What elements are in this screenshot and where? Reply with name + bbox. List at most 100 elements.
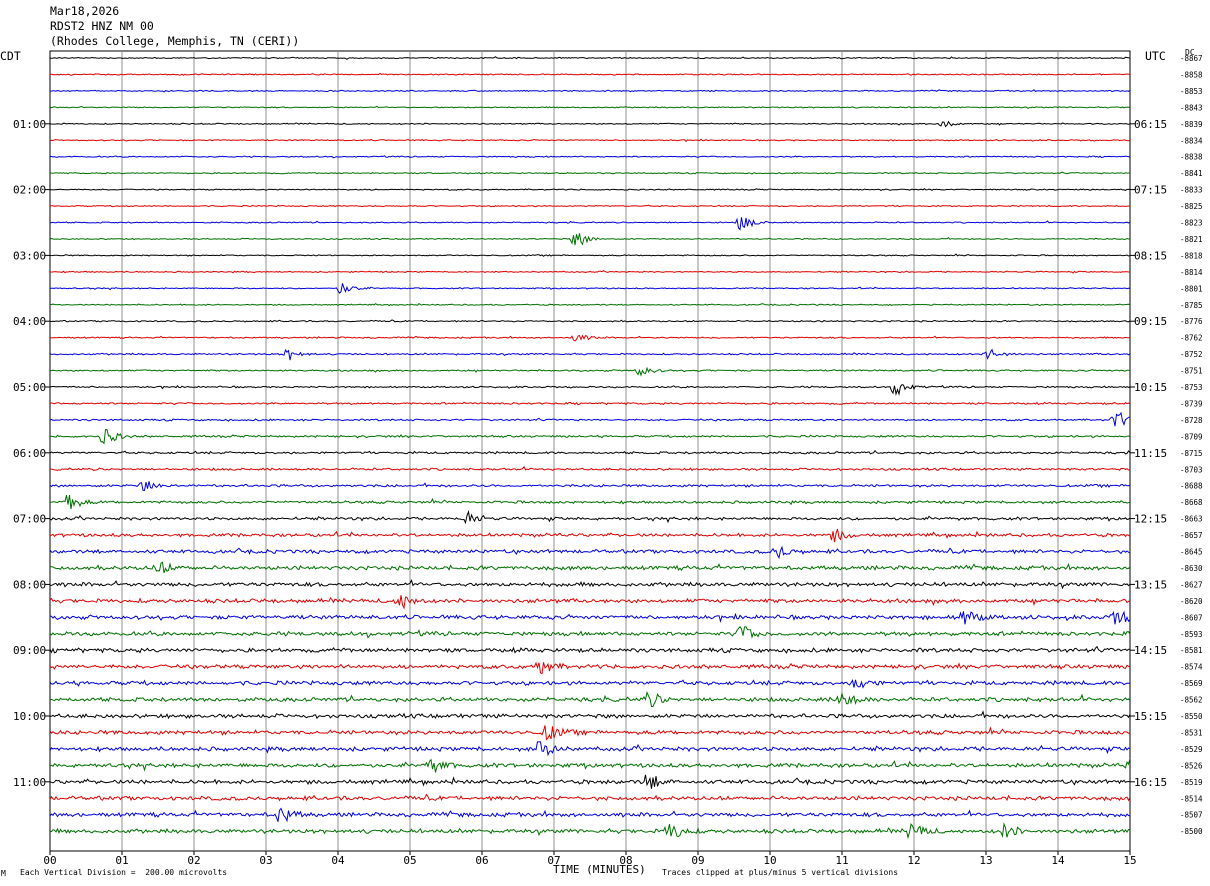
trace-line-2 [50,89,1131,93]
trace-line-30 [49,545,1131,560]
dc-offset-value: -8728 [1180,416,1203,425]
left-hour-label: 10:00 [13,710,46,723]
scale-note: Each Vertical Division = 200.00 microvol… [20,868,228,877]
trace-line-46 [49,807,1131,823]
dc-offset-value: -8814 [1180,268,1203,277]
dc-offset-value: -8627 [1180,580,1203,589]
dc-offset-value: -8839 [1180,120,1203,129]
plot-frame [49,50,1131,852]
right-hour-label: 16:15 [1134,776,1167,789]
trace-line-20 [49,384,1131,396]
trace-line-15 [49,302,1131,307]
right-hour-label: 11:15 [1134,447,1167,460]
dc-offset-value: -8657 [1180,531,1203,540]
dc-offset-value: -8825 [1180,202,1203,211]
trace-line-31 [49,561,1131,574]
dc-offset-value: -8751 [1180,367,1203,376]
dc-offset-value: -8715 [1180,449,1203,458]
corner-mark: M [1,869,6,878]
trace-line-3 [49,105,1131,110]
trace-line-22 [49,411,1131,427]
dc-offset-value: -8688 [1180,482,1203,491]
trace-line-33 [49,595,1131,610]
dc-offset-value: -8526 [1180,761,1203,770]
right-hour-label: 06:15 [1134,118,1167,131]
dc-offset-value: -8645 [1180,548,1203,557]
trace-line-36 [49,645,1130,654]
x-tick-label: 09 [691,854,704,867]
dc-offset-value: -8531 [1180,728,1203,737]
dc-offset-value: -8776 [1180,317,1203,326]
dc-offset-value: -8834 [1180,136,1203,145]
trace-line-8 [50,188,1131,192]
x-tick-label: 13 [979,854,992,867]
seismic-traces [49,56,1131,840]
right-hour-label: 12:15 [1134,513,1167,526]
station-location: (Rhodes College, Memphis, TN (CERI)) [50,34,300,48]
x-tick-label: 04 [331,854,345,867]
x-tick-label: 05 [403,854,416,867]
left-hour-label: 03:00 [13,249,46,262]
trace-line-40 [50,710,1131,720]
dc-offset-value: -8785 [1180,301,1203,310]
x-tick-label: 12 [907,854,920,867]
trace-line-12 [49,253,1131,257]
dc-offset-value: -8858 [1180,70,1203,79]
x-tick-label: 01 [115,854,128,867]
trace-line-21 [49,401,1131,406]
trace-line-42 [49,741,1131,757]
dc-offset-value: -8833 [1180,186,1203,195]
x-axis-title: TIME (MINUTES) [553,863,646,876]
trace-line-9 [49,204,1131,208]
left-hour-label: 02:00 [13,184,46,197]
left-hour-label: 01:00 [13,118,46,131]
right-hour-label: 14:15 [1134,644,1167,657]
trace-line-11 [49,233,1131,246]
trace-line-0 [49,56,1131,60]
x-tick-label: 02 [187,854,200,867]
trace-line-18 [49,348,1131,361]
x-tick-label: 07 [547,854,560,867]
right-hour-label: 09:15 [1134,315,1167,328]
dc-offset-value: -8593 [1180,630,1203,639]
trace-line-13 [49,270,1130,274]
trace-line-39 [49,690,1131,707]
trace-line-25 [49,465,1131,472]
dc-offset-value: -8709 [1180,432,1203,441]
trace-line-28 [49,509,1131,525]
station-code: RDST2 HNZ NM 00 [50,19,154,33]
dc-offset-value: -8562 [1180,696,1203,705]
trace-line-47 [49,822,1131,840]
dc-offset-value: -8853 [1180,87,1203,96]
dc-offset-header: DC [1185,48,1195,57]
dc-offset-value: -8519 [1180,778,1203,787]
trace-line-5 [49,138,1131,143]
trace-line-37 [49,661,1131,675]
trace-line-6 [49,155,1131,159]
dc-offset-value: -8838 [1180,153,1203,162]
dc-offset-value: -8843 [1180,103,1203,112]
right-hour-label: 08:15 [1134,249,1167,262]
dc-offset-value: -8818 [1180,251,1203,260]
dc-offset-value: -8739 [1180,399,1203,408]
dc-offset-value: -8620 [1180,597,1203,606]
dc-offset-value: -8762 [1180,334,1203,343]
left-hour-label: 05:00 [13,381,46,394]
trace-line-23 [49,429,1131,445]
right-hour-label: 10:15 [1134,381,1167,394]
dc-offset-value: -8801 [1180,284,1203,293]
dc-offset-value: -8607 [1180,613,1203,622]
dc-offset-value: -8569 [1180,679,1203,688]
x-tick-label: 03 [259,854,272,867]
right-hour-label: 15:15 [1134,710,1167,723]
x-axis-ticks: 00 01 02 03 04 05 06 07 08 09 10 11 12 13 14 15 [43,851,1137,867]
trace-line-26 [49,481,1131,492]
x-tick-label: 00 [43,854,56,867]
chart-grid [49,50,1131,852]
dc-offset-value: -8507 [1180,811,1203,820]
right-hour-label: 07:15 [1134,184,1167,197]
trace-line-10 [49,217,1131,231]
trace-line-29 [49,528,1131,543]
x-tick-label: 06 [475,854,488,867]
